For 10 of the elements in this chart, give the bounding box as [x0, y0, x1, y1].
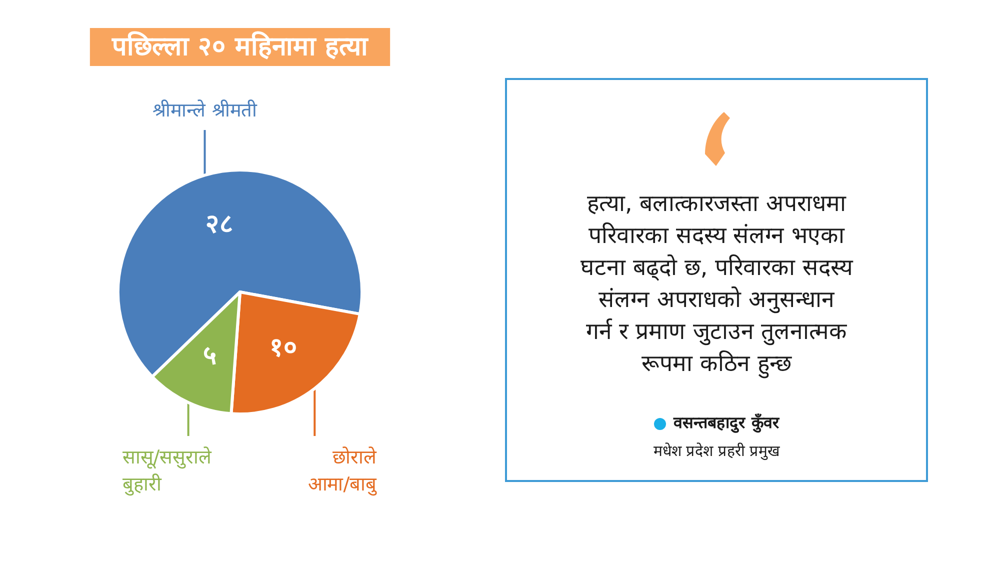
- chart-title: पछिल्ला २० महिनामा हत्या: [110, 31, 370, 62]
- slice-label: छोराले आमा/बाबु: [308, 446, 378, 496]
- text: वसन्तबहादुर कुँवर: [674, 413, 780, 432]
- text: हत्या, बलात्कारजस्ता अपराधमा परिवारका सदस्य संलग्न भएका घटना बढ्दो छ, परिवारका सदस्य संलग्न अपराधको अनुसन्धान गर्न र प्रमाण जुटाउन तुलनात्मक रूपमा कठिन हुन्छ: [580, 190, 854, 380]
- text: मधेश प्रदेश प्रहरी प्रमुख: [652, 441, 781, 462]
- slice-label: श्रीमान्ले श्रीमती: [152, 98, 258, 122]
- data-label: १०: [269, 332, 298, 363]
- data-label: २८: [206, 209, 234, 240]
- slice-label: सासू/ससुराले बुहारी: [122, 446, 213, 496]
- data-label: ५: [203, 341, 218, 372]
